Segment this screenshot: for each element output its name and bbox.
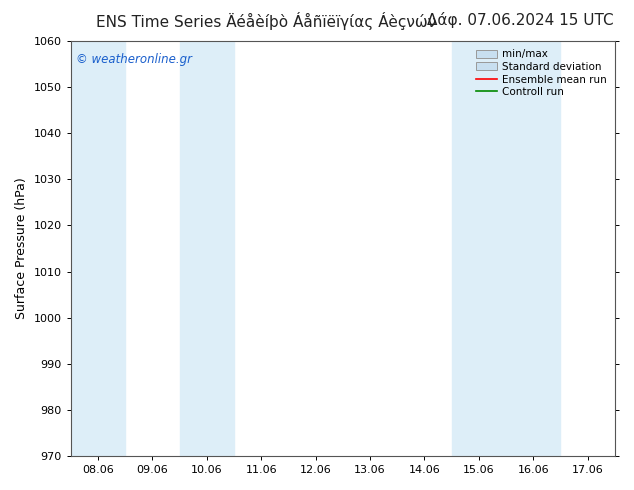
Bar xyxy=(506,41,560,456)
Text: © weatheronline.gr: © weatheronline.gr xyxy=(76,53,192,67)
Text: ENS Time Series Äéåèíþò Áåñïëïγίας Áèçνών: ENS Time Series Äéåèíþò Áåñïëïγίας Áèçνώ… xyxy=(96,12,436,30)
Text: Δάφ. 07.06.2024 15 UTC: Δάφ. 07.06.2024 15 UTC xyxy=(427,12,613,28)
Bar xyxy=(71,41,125,456)
Bar xyxy=(451,41,506,456)
Legend: min/max, Standard deviation, Ensemble mean run, Controll run: min/max, Standard deviation, Ensemble me… xyxy=(472,46,610,100)
Bar xyxy=(179,41,234,456)
Y-axis label: Surface Pressure (hPa): Surface Pressure (hPa) xyxy=(15,178,28,319)
